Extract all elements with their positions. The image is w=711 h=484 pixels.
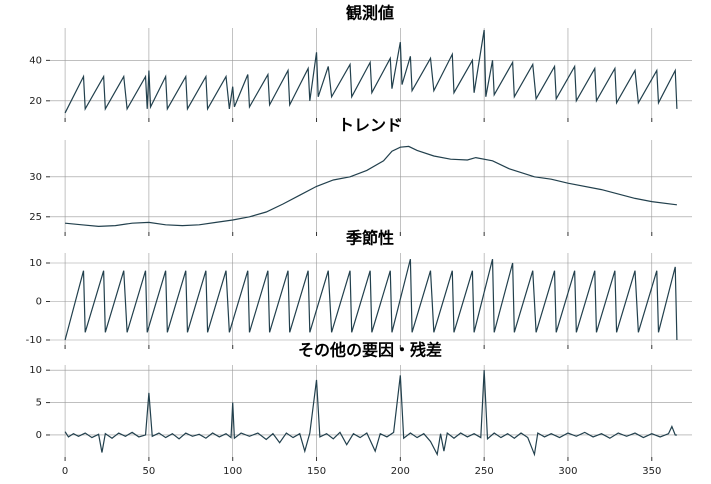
y-tick-label: 20 <box>29 96 42 107</box>
y-tick-label: 40 <box>29 55 42 66</box>
x-tick-label: 250 <box>475 466 494 477</box>
y-tick-label: 0 <box>36 430 42 441</box>
x-tick-label: 100 <box>223 466 242 477</box>
data-line <box>65 145 677 228</box>
x-tick-label: 300 <box>558 466 577 477</box>
y-tick-label: 5 <box>36 398 42 409</box>
chart-title: トレンド <box>338 116 402 135</box>
y-tick-label: 25 <box>29 212 42 223</box>
data-line <box>64 259 678 341</box>
x-tick-label: 0 <box>62 466 68 477</box>
data-line <box>64 29 678 114</box>
x-tick-label: 350 <box>642 466 661 477</box>
y-tick-label: 10 <box>29 258 42 269</box>
chart-title: 観測値 <box>346 4 394 23</box>
data-line <box>64 370 677 457</box>
x-tick-label: 200 <box>391 466 410 477</box>
x-tick-label: 50 <box>143 466 156 477</box>
x-tick-label: 150 <box>307 466 326 477</box>
y-tick-label: 0 <box>36 297 42 308</box>
chart-title: 季節性 <box>345 229 394 248</box>
y-tick-label: 10 <box>29 365 42 376</box>
chart-title: その他の要因・残差 <box>298 341 442 360</box>
y-tick-label: 30 <box>29 172 42 183</box>
y-tick-label: -10 <box>26 335 42 346</box>
